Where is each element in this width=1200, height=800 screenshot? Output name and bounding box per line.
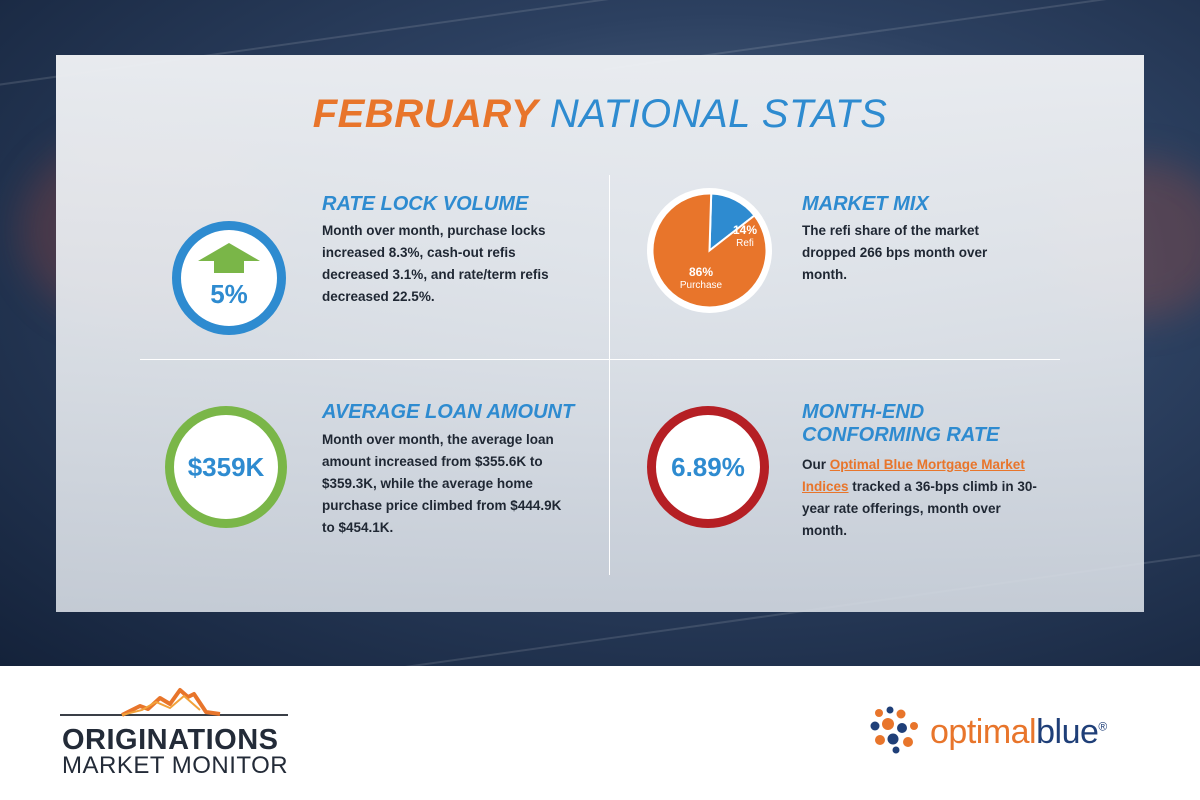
quadrant-divider-vertical — [609, 175, 610, 575]
pie-slice-purchase — [652, 193, 767, 308]
pie-label-purchase-value: 86% — [689, 265, 713, 279]
pie-label-purchase-name: Purchase — [680, 280, 723, 291]
market-mix-chart: 86% Purchase 14% Refi — [647, 188, 772, 313]
up-arrow-icon — [198, 242, 260, 273]
avg-loan-heading: AVERAGE LOAN AMOUNT — [322, 401, 575, 423]
rate-heading-line2: CONFORMING RATE — [802, 424, 1000, 446]
mountain-logo-icon — [60, 688, 288, 717]
rate-lock-ring: 5% — [172, 221, 286, 335]
market-mix-pie: 86% Purchase 14% Refi — [652, 193, 767, 308]
registered-mark: ® — [1098, 719, 1107, 734]
rate-value: 6.89% — [671, 451, 745, 482]
pie-label-refi-value: 14% — [733, 223, 757, 237]
title-month: FEBRUARY — [312, 92, 539, 136]
indices-link[interactable]: Optimal Blue Mortgage Market Indices — [802, 457, 1025, 494]
optimalblue-logo-text: optimalblue® — [930, 713, 1107, 752]
page-title: FEBRUARY NATIONAL STATS — [0, 92, 1200, 137]
rate-ring: 6.89% — [647, 406, 769, 528]
rate-lock-body: Month over month, purchase locks increas… — [322, 223, 549, 304]
rate-body-prefix: Our — [802, 457, 827, 472]
avg-loan-value: $359K — [187, 451, 265, 482]
omm-logo-line1: ORIGINATIONS — [62, 724, 279, 756]
title-rest: NATIONAL STATS — [549, 92, 888, 136]
optimalblue-logo-part2: blue — [1036, 713, 1099, 751]
avg-loan-body: Month over month, the average loan amoun… — [322, 432, 562, 535]
quadrant-divider-horizontal — [140, 359, 1060, 360]
footer — [0, 666, 1200, 800]
optimalblue-logo-part1: optimal — [930, 713, 1037, 751]
rate-body: Our Optimal Blue Mortgage Market Indices… — [802, 454, 1047, 542]
rate-lock-value: 5% — [210, 278, 248, 309]
rate-heading: MONTH-END CONFORMING RATE — [802, 401, 999, 447]
optimalblue-dots-icon — [870, 706, 918, 754]
rate-body-suffix: tracked a 36-bps climb in 30-year rate o… — [802, 479, 1037, 538]
market-mix-body: The refi share of the market dropped 266… — [802, 223, 988, 282]
market-mix-heading: MARKET MIX — [802, 193, 929, 215]
pie-label-refi-name: Refi — [736, 238, 754, 249]
avg-loan-ring: $359K — [165, 406, 287, 528]
rate-lock-heading: RATE LOCK VOLUME — [322, 193, 529, 215]
omm-logo-line2: MARKET MONITOR — [62, 752, 289, 779]
rate-heading-line1: MONTH-END — [802, 401, 925, 423]
